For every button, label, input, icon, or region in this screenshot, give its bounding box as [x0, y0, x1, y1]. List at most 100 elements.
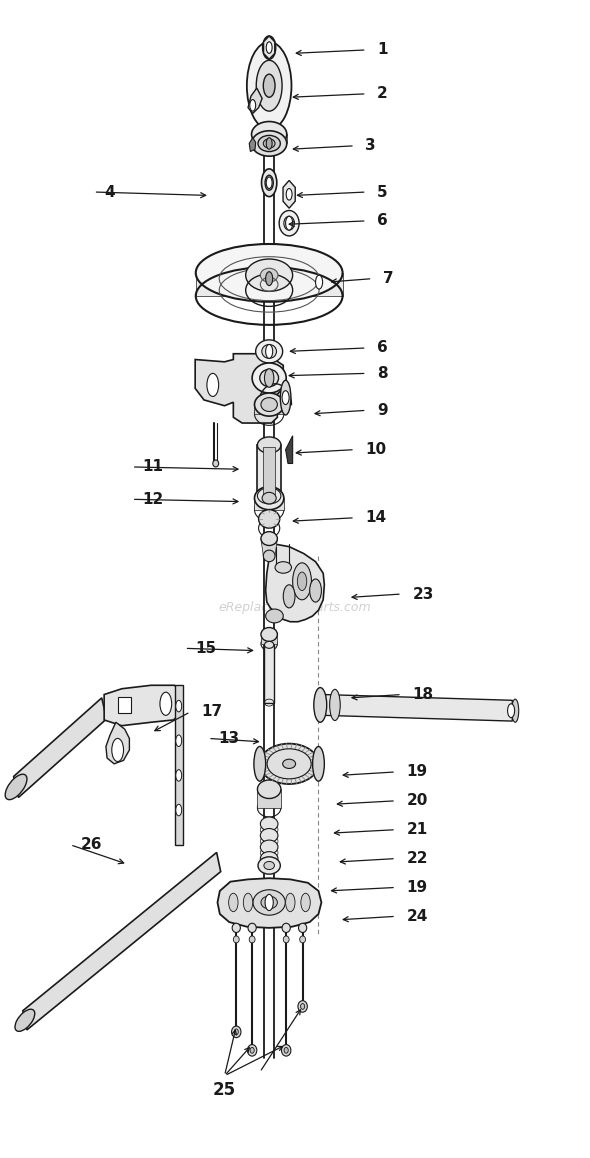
Ellipse shape — [298, 1001, 307, 1012]
Ellipse shape — [232, 1026, 241, 1038]
Ellipse shape — [313, 747, 324, 782]
Text: 19: 19 — [407, 764, 428, 779]
Ellipse shape — [261, 397, 277, 411]
Ellipse shape — [5, 775, 27, 800]
Text: 18: 18 — [412, 687, 434, 702]
Ellipse shape — [257, 780, 281, 799]
Circle shape — [263, 74, 275, 97]
Circle shape — [316, 276, 323, 290]
Polygon shape — [254, 404, 284, 413]
Circle shape — [264, 368, 274, 387]
Polygon shape — [286, 435, 293, 463]
Ellipse shape — [261, 169, 277, 197]
Circle shape — [301, 893, 310, 911]
Ellipse shape — [260, 828, 278, 842]
Ellipse shape — [258, 510, 280, 528]
Ellipse shape — [261, 896, 277, 909]
Circle shape — [229, 893, 238, 911]
Ellipse shape — [260, 851, 278, 865]
Circle shape — [207, 373, 219, 396]
Ellipse shape — [261, 628, 277, 642]
Text: 14: 14 — [365, 511, 386, 526]
Ellipse shape — [253, 889, 286, 915]
Circle shape — [266, 272, 273, 286]
Text: 10: 10 — [365, 442, 386, 457]
Polygon shape — [283, 181, 295, 208]
Ellipse shape — [280, 380, 291, 415]
Ellipse shape — [284, 217, 294, 230]
Polygon shape — [323, 695, 512, 721]
Text: 11: 11 — [142, 460, 163, 475]
Circle shape — [266, 177, 272, 189]
Polygon shape — [264, 36, 275, 59]
Circle shape — [286, 189, 292, 200]
Text: 15: 15 — [195, 640, 217, 655]
Bar — [117, 697, 130, 713]
Ellipse shape — [232, 923, 240, 932]
Ellipse shape — [247, 1045, 257, 1056]
Ellipse shape — [260, 818, 278, 830]
Ellipse shape — [245, 259, 293, 292]
Ellipse shape — [234, 1029, 238, 1035]
Ellipse shape — [262, 344, 277, 358]
Ellipse shape — [249, 936, 255, 943]
Circle shape — [160, 692, 172, 716]
Ellipse shape — [248, 923, 256, 932]
Ellipse shape — [281, 1045, 291, 1056]
Ellipse shape — [263, 139, 275, 148]
Circle shape — [507, 704, 514, 718]
Text: 19: 19 — [407, 880, 428, 895]
Ellipse shape — [251, 131, 287, 156]
Text: 1: 1 — [377, 43, 388, 58]
Circle shape — [243, 893, 253, 911]
Polygon shape — [249, 138, 255, 152]
Polygon shape — [257, 790, 281, 808]
Circle shape — [176, 770, 182, 782]
Circle shape — [266, 344, 273, 358]
Circle shape — [256, 60, 282, 111]
Ellipse shape — [512, 699, 519, 723]
Text: 8: 8 — [377, 366, 388, 381]
Ellipse shape — [262, 492, 276, 504]
Ellipse shape — [260, 369, 278, 387]
Text: 22: 22 — [407, 851, 428, 866]
Polygon shape — [261, 635, 277, 644]
Ellipse shape — [263, 550, 275, 562]
Text: 20: 20 — [407, 793, 428, 808]
Ellipse shape — [264, 862, 274, 870]
Polygon shape — [254, 498, 284, 510]
Ellipse shape — [254, 486, 284, 510]
Text: 12: 12 — [142, 492, 163, 507]
Ellipse shape — [265, 175, 273, 190]
Ellipse shape — [258, 857, 280, 874]
Polygon shape — [196, 273, 343, 296]
Polygon shape — [106, 723, 129, 764]
Text: 2: 2 — [377, 87, 388, 101]
Circle shape — [176, 735, 182, 747]
Ellipse shape — [282, 923, 290, 932]
Circle shape — [310, 579, 322, 602]
Text: 21: 21 — [407, 822, 428, 837]
Polygon shape — [251, 134, 287, 144]
Text: 26: 26 — [81, 837, 102, 852]
Ellipse shape — [261, 532, 277, 545]
Ellipse shape — [255, 339, 283, 362]
Circle shape — [282, 390, 289, 404]
Polygon shape — [104, 686, 182, 726]
Ellipse shape — [257, 437, 281, 453]
Ellipse shape — [254, 393, 284, 416]
Text: 6: 6 — [377, 340, 388, 356]
Ellipse shape — [213, 460, 219, 467]
Ellipse shape — [15, 1010, 35, 1032]
Ellipse shape — [314, 688, 327, 723]
Text: 23: 23 — [412, 586, 434, 601]
Text: 6: 6 — [377, 213, 388, 228]
Bar — [257, 445, 281, 496]
Circle shape — [247, 42, 291, 130]
Ellipse shape — [233, 936, 239, 943]
Circle shape — [293, 563, 312, 600]
Circle shape — [297, 572, 307, 591]
Circle shape — [176, 701, 182, 712]
Ellipse shape — [250, 1048, 254, 1054]
Polygon shape — [195, 353, 283, 423]
